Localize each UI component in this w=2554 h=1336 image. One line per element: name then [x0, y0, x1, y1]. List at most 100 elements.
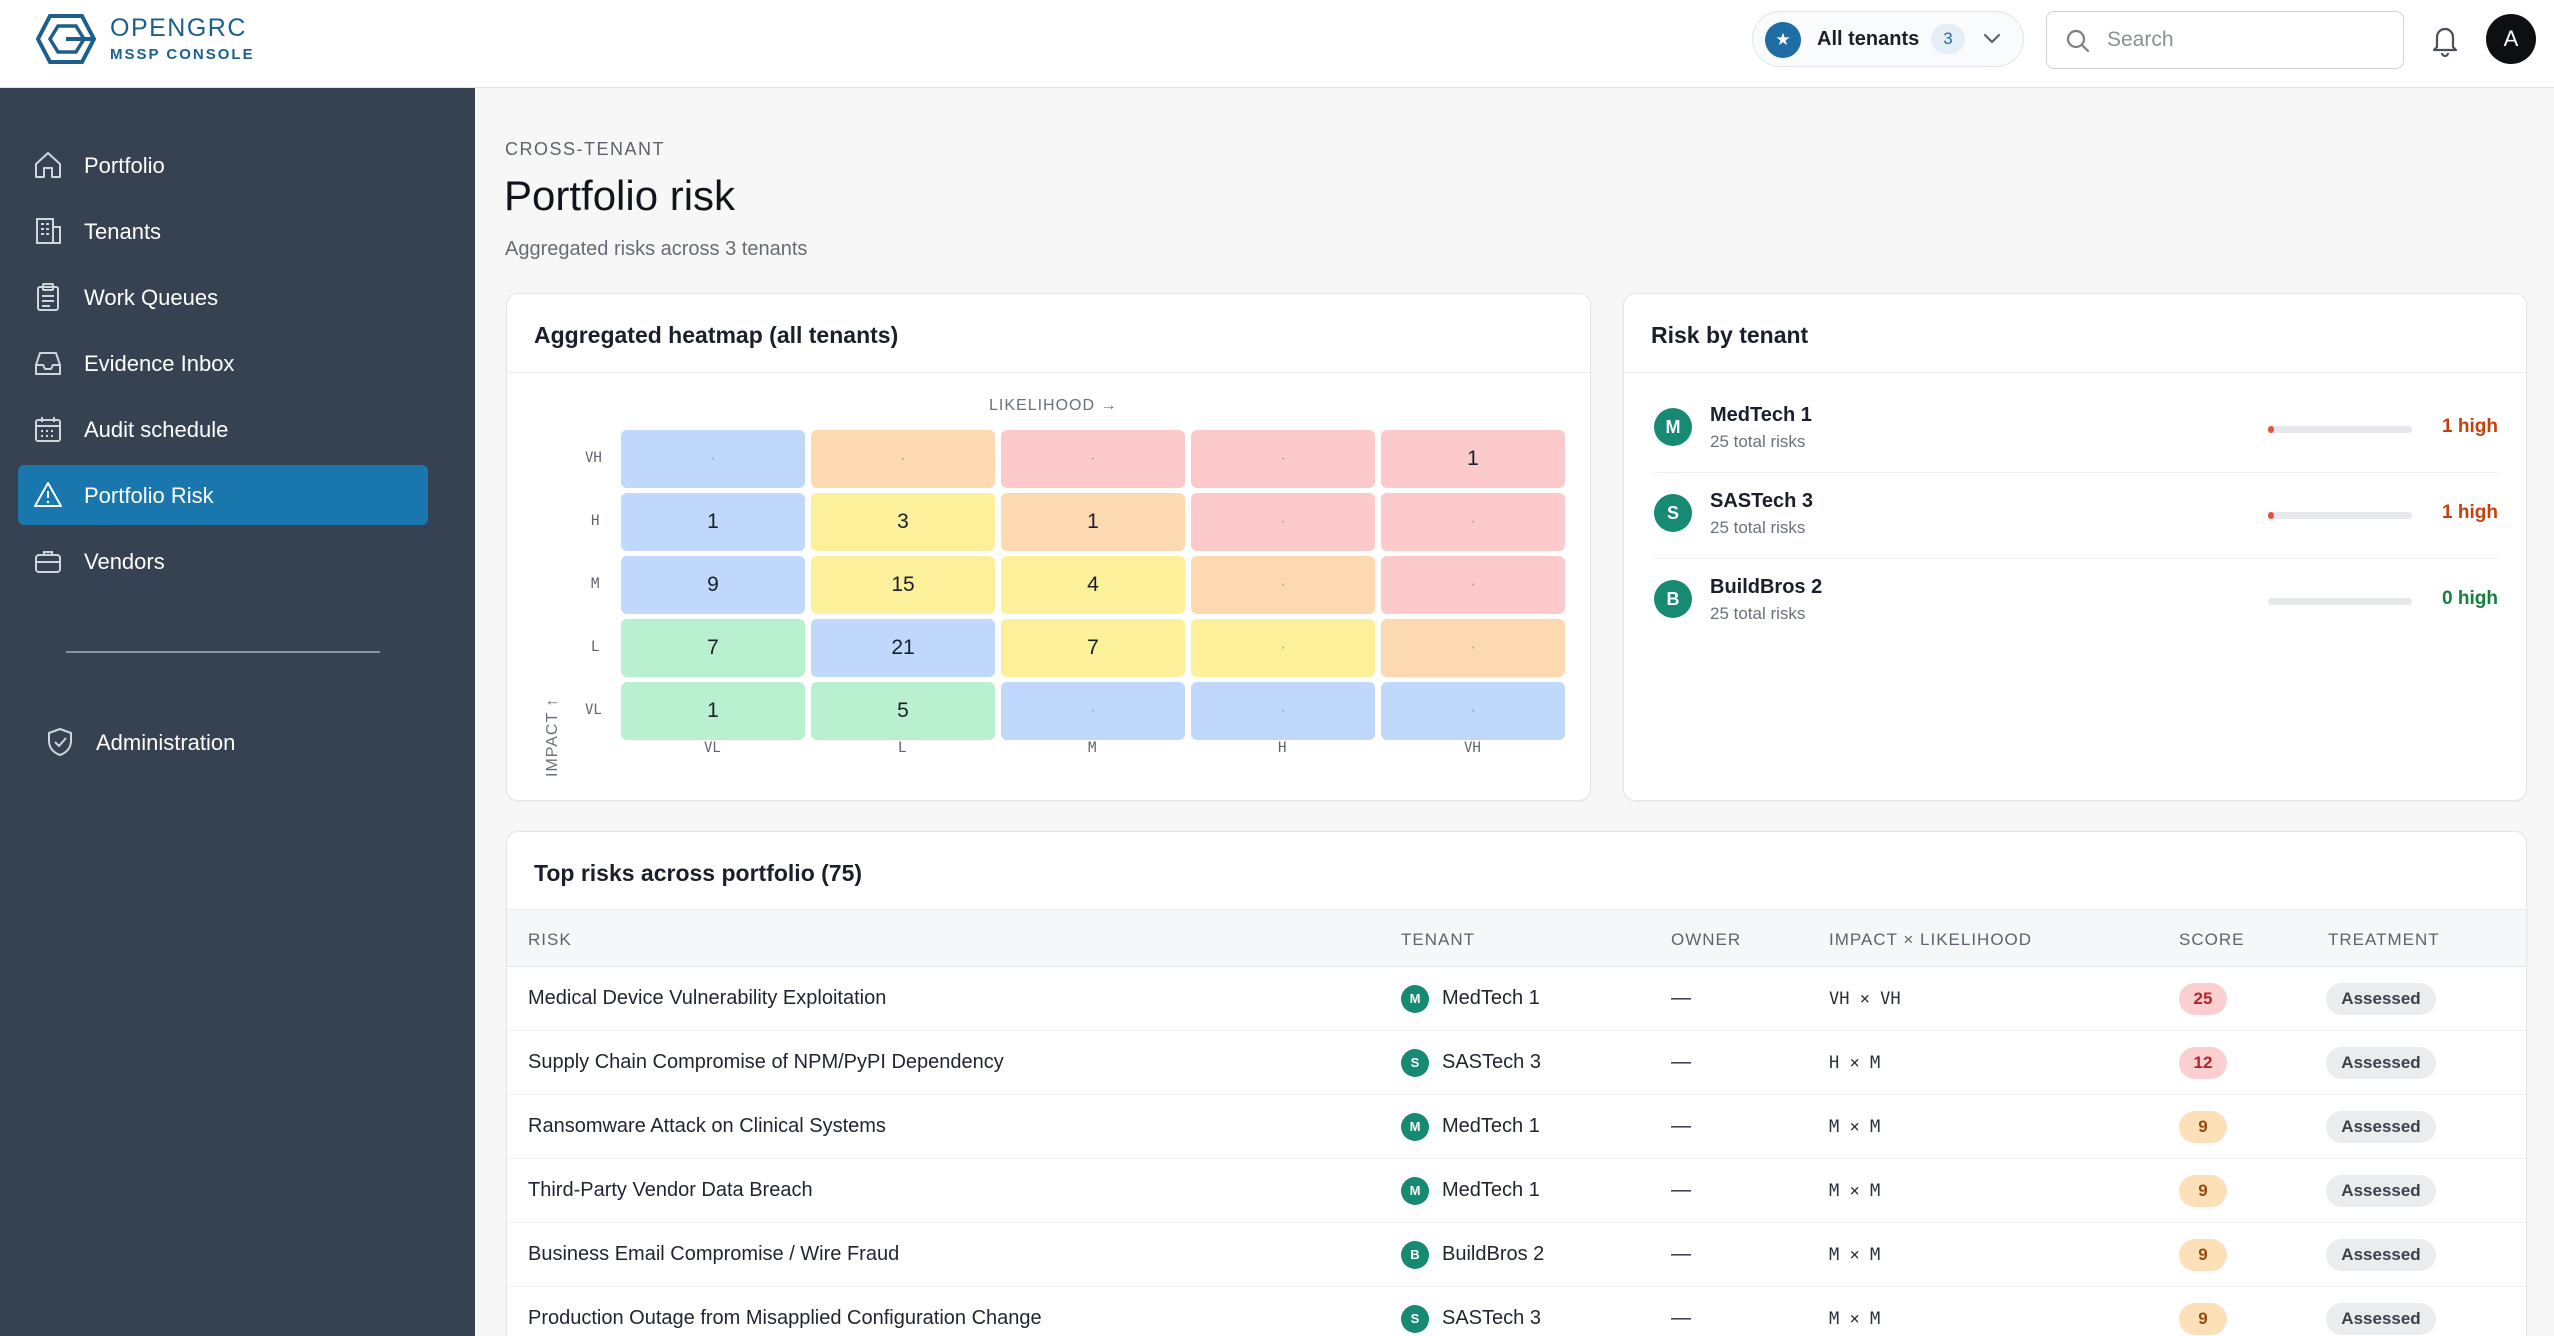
heatmap-cell[interactable]: 1: [621, 682, 805, 740]
column-header-impact-likelihood[interactable]: IMPACT × LIKELIHOOD: [1829, 930, 2033, 949]
tenant-avatar: S: [1654, 494, 1692, 532]
high-risk-bar-fill: [2268, 426, 2274, 433]
owner: —: [1671, 1051, 1691, 1073]
top-risks-title: Top risks across portfolio (75): [534, 860, 863, 886]
risk-by-tenant-card: Risk by tenant M MedTech 1 25 total risk…: [1623, 293, 2527, 801]
tenant-switcher-label: All tenants: [1817, 28, 1920, 50]
tenant-avatar: M: [1401, 1177, 1429, 1205]
heatmap-cell[interactable]: ·: [1001, 430, 1185, 488]
risk-name[interactable]: Medical Device Vulnerability Exploitatio…: [528, 987, 887, 1009]
owner: —: [1671, 1307, 1691, 1329]
risk-name[interactable]: Supply Chain Compromise of NPM/PyPI Depe…: [528, 1051, 1004, 1073]
owner: —: [1671, 1115, 1691, 1137]
star-icon: ★: [1765, 22, 1801, 58]
tenant-avatar: M: [1401, 985, 1429, 1013]
sidebar-item-label: Vendors: [84, 549, 165, 574]
heatmap-cell[interactable]: ·: [621, 430, 805, 488]
heatmap-cell[interactable]: 1: [1381, 430, 1565, 488]
impact-likelihood: H × M: [1829, 1053, 1881, 1073]
column-header-risk[interactable]: RISK: [528, 930, 572, 949]
heatmap-cell[interactable]: ·: [1191, 493, 1375, 551]
tenant-name: BuildBros 2: [1710, 576, 1823, 598]
heatmap-cell[interactable]: 15: [811, 556, 995, 614]
impact-likelihood: M × M: [1829, 1309, 1881, 1329]
sidebar: Portfolio Tenants Work Queues Evidence I…: [0, 88, 475, 1336]
sidebar-item-tenants[interactable]: Tenants: [18, 201, 428, 261]
building-icon: [36, 218, 61, 244]
column-header-tenant[interactable]: TENANT: [1401, 930, 1475, 949]
heatmap-cell[interactable]: ·: [1381, 682, 1565, 740]
column-header-owner[interactable]: OWNER: [1671, 930, 1742, 949]
heatmap-cell[interactable]: 1: [1001, 493, 1185, 551]
heatmap-cell[interactable]: ·: [1381, 556, 1565, 614]
heatmap-cell[interactable]: 3: [811, 493, 995, 551]
risk-name[interactable]: Ransomware Attack on Clinical Systems: [528, 1115, 886, 1137]
card-header-divider: [1624, 372, 2526, 373]
score-badge: 9: [2179, 1175, 2227, 1207]
sidebar-item-evidence-inbox[interactable]: Evidence Inbox: [18, 333, 428, 393]
sidebar-item-work-queues[interactable]: Work Queues: [18, 267, 428, 327]
table-row[interactable]: Supply Chain Compromise of NPM/PyPI Depe…: [507, 1031, 2526, 1095]
table-row[interactable]: Production Outage from Misapplied Config…: [507, 1287, 2526, 1336]
table-row[interactable]: Ransomware Attack on Clinical Systems M Me…: [507, 1095, 2526, 1159]
heatmap-cell[interactable]: ·: [1381, 619, 1565, 677]
treatment-status-badge: Assessed: [2326, 1175, 2436, 1207]
sidebar-item-portfolio-risk[interactable]: Portfolio Risk: [18, 465, 428, 525]
sidebar-item-label: Tenants: [84, 219, 162, 244]
tenant-risk-row[interactable]: M MedTech 1 25 total risks 1 high: [1624, 386, 2528, 472]
owner: —: [1671, 987, 1691, 1009]
search-box[interactable]: [2046, 11, 2404, 69]
card-header-divider: [507, 372, 1590, 373]
risk-name[interactable]: Business Email Compromise / Wire Fraud: [528, 1243, 900, 1265]
search-input[interactable]: [2107, 24, 2387, 56]
sidebar-item-label: Audit schedule: [84, 417, 229, 442]
sidebar-item-audit-schedule[interactable]: Audit schedule: [18, 399, 428, 459]
heatmap-cell[interactable]: 7: [1001, 619, 1185, 677]
column-header-treatment[interactable]: TREATMENT: [2328, 930, 2440, 949]
chevron-down-icon: [1983, 33, 2001, 44]
tenant-switcher[interactable]: ★ All tenants 3: [1752, 11, 2024, 67]
tenant-high-count: 0 high: [2442, 588, 2498, 609]
score-badge: 9: [2179, 1239, 2227, 1271]
heatmap-cell[interactable]: ·: [1381, 493, 1565, 551]
column-header-score[interactable]: SCORE: [2179, 930, 2245, 949]
page-eyebrow: CROSS-TENANT: [505, 139, 666, 159]
heatmap-cell[interactable]: 7: [621, 619, 805, 677]
heatmap-cell[interactable]: 4: [1001, 556, 1185, 614]
risk-name[interactable]: Production Outage from Misapplied Config…: [528, 1307, 1042, 1329]
table-row[interactable]: Business Email Compromise / Wire Fraud B B…: [507, 1223, 2526, 1287]
heatmap-cell[interactable]: 5: [811, 682, 995, 740]
table-row[interactable]: Medical Device Vulnerability Exploitatio…: [507, 967, 2526, 1031]
treatment-status-badge: Assessed: [2326, 1111, 2436, 1143]
opengrc-logo-icon[interactable]: [36, 14, 96, 64]
heatmap-cell[interactable]: ·: [1191, 430, 1375, 488]
sidebar-item-portfolio[interactable]: Portfolio: [18, 135, 428, 195]
sidebar-item-administration[interactable]: Administration: [30, 712, 440, 772]
home-icon: [35, 152, 61, 178]
likelihood-axis-label: LIKELIHOOD →: [989, 397, 1118, 414]
tenant-risk-row[interactable]: S SASTech 3 25 total risks 1 high: [1624, 472, 2528, 558]
avatar[interactable]: A: [2486, 14, 2536, 64]
impact-tick-label: VH: [585, 450, 602, 466]
heatmap-cell[interactable]: ·: [1001, 682, 1185, 740]
heatmap-cell[interactable]: 21: [811, 619, 995, 677]
heatmap-cell[interactable]: ·: [811, 430, 995, 488]
briefcase-icon: [35, 551, 61, 573]
table-row[interactable]: Third-Party Vendor Data Breach M MedTech 1…: [507, 1159, 2526, 1223]
sidebar-item-vendors[interactable]: Vendors: [18, 531, 428, 591]
warning-icon: [34, 482, 62, 507]
brand-name: OPENGRC: [110, 14, 247, 42]
heatmap-cell[interactable]: 1: [621, 493, 805, 551]
bell-icon[interactable]: [2428, 22, 2462, 58]
tenant-name: MedTech 1: [1442, 1115, 1540, 1137]
score-badge: 9: [2179, 1303, 2227, 1335]
tenant-avatar: B: [1654, 580, 1692, 618]
risk-name[interactable]: Third-Party Vendor Data Breach: [528, 1179, 813, 1201]
tenant-risk-row[interactable]: B BuildBros 2 25 total risks 0 high: [1624, 558, 2528, 644]
heatmap-cell[interactable]: ·: [1191, 682, 1375, 740]
heatmap-cell[interactable]: 9: [621, 556, 805, 614]
heatmap-cell[interactable]: ·: [1191, 556, 1375, 614]
heatmap-cell[interactable]: ·: [1191, 619, 1375, 677]
tenant-total-risks: 25 total risks: [1710, 604, 1806, 623]
treatment-status-badge: Assessed: [2326, 983, 2436, 1015]
